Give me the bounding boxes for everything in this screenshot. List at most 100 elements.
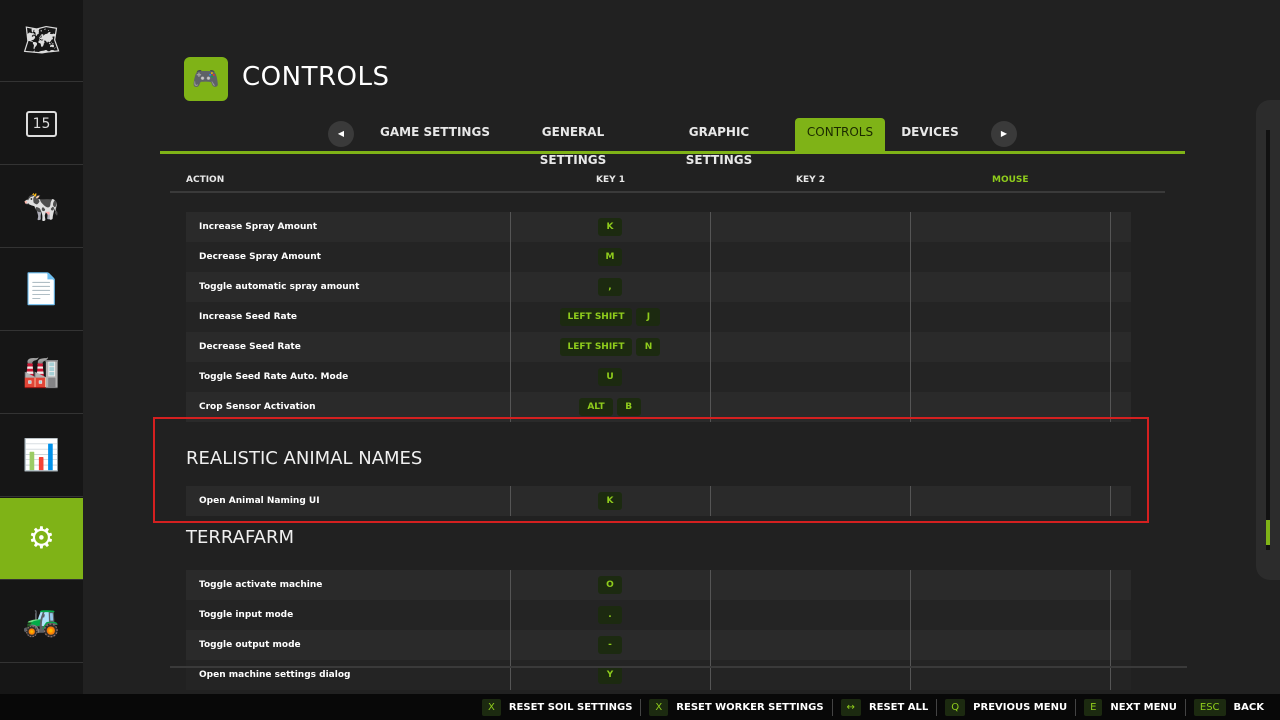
- bottom-action-reset-worker-settings[interactable]: X RESET WORKER SETTINGS: [641, 698, 833, 716]
- tab-game-settings[interactable]: GAME SETTINGS: [380, 125, 490, 139]
- bottom-action-reset-soil-settings[interactable]: X RESET SOIL SETTINGS: [474, 698, 642, 716]
- column-divider: [710, 302, 711, 332]
- column-divider: [910, 392, 911, 422]
- column-divider: [510, 362, 511, 392]
- construction-icon: 🚜: [22, 604, 61, 639]
- column-divider: [1110, 212, 1111, 242]
- column-header-key2: KEY 2: [796, 175, 826, 185]
- sidebar-item-statistics[interactable]: 📊: [0, 415, 83, 497]
- action-label: Open Animal Naming UI: [199, 496, 320, 506]
- bottom-action-back[interactable]: ESC BACK: [1186, 698, 1272, 716]
- key1-binding[interactable]: Y: [510, 666, 710, 684]
- tab-general-settings[interactable]: GENERAL SETTINGS: [539, 125, 607, 167]
- sidebar-item-calendar[interactable]: 15: [0, 83, 83, 165]
- key-badge[interactable]: -: [598, 636, 622, 654]
- key-badge[interactable]: .: [598, 606, 622, 624]
- key-badge[interactable]: K: [598, 492, 622, 510]
- tab-controls[interactable]: CONTROLS: [795, 118, 885, 151]
- table-row[interactable]: Toggle Seed Rate Auto. Mode U: [186, 362, 1131, 392]
- action-label: RESET WORKER SETTINGS: [676, 701, 824, 713]
- column-divider: [910, 600, 911, 630]
- column-divider: [710, 242, 711, 272]
- next-tab-button[interactable]: ▶: [991, 121, 1017, 147]
- key1-binding[interactable]: LEFT SHIFT J: [510, 308, 710, 326]
- scrollbar[interactable]: [1256, 100, 1280, 580]
- sidebar-item-map[interactable]: 🗺: [0, 0, 83, 82]
- key-badge[interactable]: O: [598, 576, 622, 594]
- key-badge[interactable]: K: [598, 218, 622, 236]
- scrollbar-thumb[interactable]: [1266, 520, 1270, 545]
- sidebar-item-construction[interactable]: 🚜: [0, 581, 83, 663]
- key1-binding[interactable]: K: [510, 218, 710, 236]
- key1-binding[interactable]: LEFT SHIFT N: [510, 338, 710, 356]
- key-badge[interactable]: LEFT SHIFT: [559, 308, 633, 326]
- table-row[interactable]: Toggle activate machine O: [186, 570, 1131, 600]
- column-divider: [1110, 486, 1111, 516]
- column-divider: [1110, 630, 1111, 660]
- action-label: Increase Seed Rate: [199, 312, 297, 322]
- key-badge[interactable]: ,: [598, 278, 622, 296]
- tab-graphic-settings[interactable]: GRAPHIC SETTINGS: [685, 125, 753, 167]
- key-badge[interactable]: Y: [598, 666, 622, 684]
- key-badge[interactable]: U: [598, 368, 622, 386]
- previous-tab-button[interactable]: ◀: [328, 121, 354, 147]
- action-label: Toggle automatic spray amount: [199, 282, 360, 292]
- bottom-action-previous-menu[interactable]: Q PREVIOUS MENU: [937, 698, 1077, 716]
- column-divider: [710, 362, 711, 392]
- column-divider: [910, 212, 911, 242]
- key-badge[interactable]: LEFT SHIFT: [559, 338, 633, 356]
- column-divider: [910, 242, 911, 272]
- sidebar-item-settings[interactable]: ⚙: [0, 498, 91, 580]
- table-row[interactable]: Decrease Seed Rate LEFT SHIFT N: [186, 332, 1131, 362]
- column-divider: [910, 302, 911, 332]
- key1-binding[interactable]: K: [510, 492, 710, 510]
- tab-devices[interactable]: DEVICES: [901, 125, 959, 139]
- key-badge[interactable]: M: [597, 248, 623, 266]
- key1-binding[interactable]: M: [510, 248, 710, 266]
- table-row[interactable]: Increase Seed Rate LEFT SHIFT J: [186, 302, 1131, 332]
- table-row[interactable]: Toggle automatic spray amount,: [186, 272, 1131, 302]
- key1-binding[interactable]: ,: [510, 278, 710, 296]
- column-divider: [710, 660, 711, 690]
- key-hint: ESC: [1193, 698, 1226, 716]
- contracts-icon: 📄: [22, 272, 61, 307]
- key1-binding[interactable]: ALT B: [510, 398, 710, 416]
- key1-binding[interactable]: .: [510, 606, 710, 624]
- action-label: Toggle Seed Rate Auto. Mode: [199, 372, 349, 382]
- table-row[interactable]: Open Animal Naming UI K: [186, 486, 1131, 516]
- column-header-action: ACTION: [186, 175, 225, 185]
- key-badge[interactable]: J: [636, 308, 661, 326]
- column-divider: [510, 212, 511, 242]
- divider: [170, 666, 1187, 668]
- key-badge[interactable]: N: [636, 338, 661, 356]
- column-divider: [510, 630, 511, 660]
- sidebar-item-production[interactable]: 🏭: [0, 332, 83, 414]
- bottom-action-next-menu[interactable]: E NEXT MENU: [1076, 698, 1186, 716]
- cow-icon: 🐄: [22, 189, 61, 224]
- column-divider: [1110, 332, 1111, 362]
- table-row[interactable]: Increase Spray Amount K: [186, 212, 1131, 242]
- table-row[interactable]: Open machine settings dialog Y: [186, 660, 1131, 690]
- table-row[interactable]: Decrease Spray Amount M: [186, 242, 1131, 272]
- bottom-action-reset-all[interactable]: ↔ RESET ALL: [833, 698, 938, 716]
- page-title: CONTROLS: [242, 62, 390, 92]
- key-badge[interactable]: B: [616, 398, 641, 416]
- column-divider: [1110, 362, 1111, 392]
- table-row[interactable]: Toggle input mode.: [186, 600, 1131, 630]
- column-divider: [510, 660, 511, 690]
- table-row[interactable]: Toggle output mode -: [186, 630, 1131, 660]
- column-divider: [910, 570, 911, 600]
- key1-binding[interactable]: O: [510, 576, 710, 594]
- tab-bar: ◀ ▶ GAME SETTINGS GENERAL SETTINGS GRAPHIC…: [160, 118, 1185, 167]
- gamepad-icon: 🎮: [184, 57, 228, 101]
- sidebar-item-contracts[interactable]: 📄: [0, 249, 83, 331]
- action-label: Toggle activate machine: [199, 580, 323, 590]
- column-divider: [510, 486, 511, 516]
- action-label: Decrease Seed Rate: [199, 342, 301, 352]
- action-label: Decrease Spray Amount: [199, 252, 321, 262]
- key1-binding[interactable]: U: [510, 368, 710, 386]
- key1-binding[interactable]: -: [510, 636, 710, 654]
- key-hint: X: [649, 698, 669, 716]
- sidebar-item-cow[interactable]: 🐄: [0, 166, 83, 248]
- key-badge[interactable]: ALT: [579, 398, 613, 416]
